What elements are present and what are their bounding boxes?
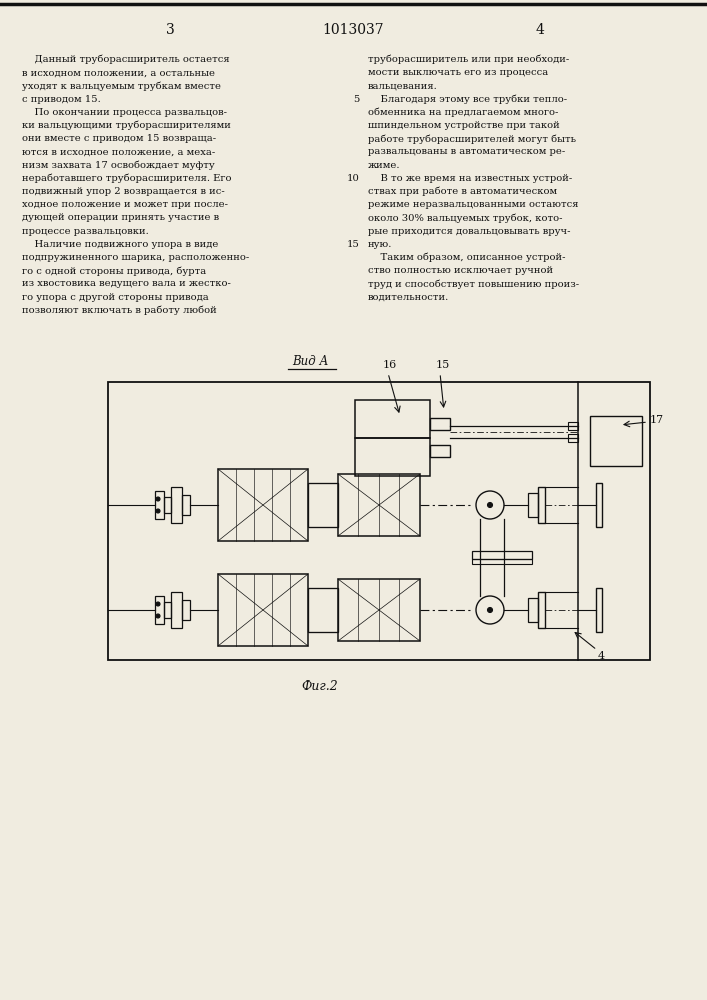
Bar [355, 400, 430, 438]
Bar [308, 588, 338, 632]
Text: го с одной стороны привода, бурта: го с одной стороны привода, бурта [22, 266, 206, 276]
Text: Благодаря этому все трубки тепло-: Благодаря этому все трубки тепло- [368, 95, 567, 104]
Text: Вид А: Вид А [292, 355, 328, 368]
Text: рые приходится довальцовывать вруч-: рые приходится довальцовывать вруч- [368, 227, 571, 236]
Text: позволяют включать в работу любой: позволяют включать в работу любой [22, 306, 217, 315]
Bar [568, 434, 578, 442]
Text: обменника на предлагаемом много-: обменника на предлагаемом много- [368, 108, 559, 117]
Text: 4: 4 [536, 23, 544, 37]
Text: около 30% вальцуемых трубок, кото-: около 30% вальцуемых трубок, кото- [368, 213, 563, 223]
Bar [171, 592, 182, 628]
Text: 15: 15 [436, 360, 450, 370]
Text: жиме.: жиме. [368, 161, 400, 170]
Bar [164, 497, 171, 513]
Text: По окончании процесса развальцов-: По окончании процесса развальцов- [22, 108, 227, 117]
Text: они вместе с приводом 15 возвраща-: они вместе с приводом 15 возвраща- [22, 134, 216, 143]
Bar [218, 469, 308, 541]
Bar [171, 487, 182, 523]
Bar [568, 422, 578, 430]
Bar [538, 592, 545, 628]
Text: ки вальцующими труборасширителями: ки вальцующими труборасширителями [22, 121, 231, 130]
Text: работе труборасширителей могут быть: работе труборасширителей могут быть [368, 134, 576, 144]
Bar [596, 588, 602, 632]
Text: ную.: ную. [368, 240, 392, 249]
Text: водительности.: водительности. [368, 293, 449, 302]
Bar [590, 416, 642, 466]
Text: труборасширитель или при необходи-: труборасширитель или при необходи- [368, 55, 569, 64]
Text: 4: 4 [598, 651, 605, 661]
Text: подпружиненного шарика, расположенно-: подпружиненного шарика, расположенно- [22, 253, 250, 262]
Text: ствах при работе в автоматическом: ствах при работе в автоматическом [368, 187, 557, 196]
Text: вальцевания.: вальцевания. [368, 81, 438, 90]
Text: 15: 15 [347, 240, 360, 249]
Bar [355, 438, 430, 476]
Circle shape [156, 509, 160, 513]
Text: уходят к вальцуемым трубкам вместе: уходят к вальцуемым трубкам вместе [22, 81, 221, 91]
Text: шпиндельном устройстве при такой: шпиндельном устройстве при такой [368, 121, 560, 130]
Text: 1013037: 1013037 [322, 23, 384, 37]
Bar [430, 445, 450, 457]
Text: 10: 10 [347, 174, 360, 183]
Bar [164, 602, 171, 618]
Text: с приводом 15.: с приводом 15. [22, 95, 101, 104]
Text: ство полностью исключает ручной: ство полностью исключает ручной [368, 266, 553, 275]
Text: В то же время на известных устрой-: В то же время на известных устрой- [368, 174, 572, 183]
Circle shape [488, 502, 493, 508]
Text: неработавшего труборасширителя. Его: неработавшего труборасширителя. Его [22, 174, 231, 183]
Text: из хвостовика ведущего вала и жестко-: из хвостовика ведущего вала и жестко- [22, 279, 231, 288]
Text: 16: 16 [383, 360, 397, 370]
Circle shape [156, 497, 160, 501]
Bar [528, 598, 538, 622]
Bar [338, 579, 420, 641]
Bar [218, 574, 308, 646]
Bar [308, 483, 338, 527]
Text: процессе развальцовки.: процессе развальцовки. [22, 227, 148, 236]
Text: 5: 5 [354, 95, 360, 104]
Text: труд и способствует повышению произ-: труд и способствует повышению произ- [368, 279, 579, 289]
Text: Фиг.2: Фиг.2 [302, 680, 339, 693]
Bar [155, 596, 164, 624]
Bar [596, 483, 602, 527]
Text: мости выключать его из процесса: мости выключать его из процесса [368, 68, 548, 77]
Bar [538, 487, 545, 523]
Text: 17: 17 [650, 415, 664, 425]
Bar [108, 382, 650, 660]
Circle shape [156, 602, 160, 606]
Text: ходное положение и может при после-: ходное положение и может при после- [22, 200, 228, 209]
Text: 3: 3 [165, 23, 175, 37]
Text: Таким образом, описанное устрой-: Таким образом, описанное устрой- [368, 253, 566, 262]
Text: ются в исходное положение, а меха-: ются в исходное положение, а меха- [22, 147, 215, 156]
Circle shape [156, 614, 160, 618]
Bar [338, 474, 420, 536]
Circle shape [488, 607, 493, 612]
Text: развальцованы в автоматическом ре-: развальцованы в автоматическом ре- [368, 147, 566, 156]
Bar [182, 600, 190, 620]
Bar [472, 559, 532, 564]
Text: дующей операции принять участие в: дующей операции принять участие в [22, 213, 219, 222]
Bar [472, 551, 532, 559]
Bar [430, 418, 450, 430]
Text: подвижный упор 2 возвращается в ис-: подвижный упор 2 возвращается в ис- [22, 187, 225, 196]
Text: режиме неразвальцованными остаются: режиме неразвальцованными остаются [368, 200, 578, 209]
Text: Наличие подвижного упора в виде: Наличие подвижного упора в виде [22, 240, 218, 249]
Text: низм захвата 17 освобождает муфту: низм захвата 17 освобождает муфту [22, 161, 215, 170]
Bar [182, 495, 190, 515]
Bar [528, 493, 538, 517]
Text: го упора с другой стороны привода: го упора с другой стороны привода [22, 293, 209, 302]
Text: в исходном положении, а остальные: в исходном положении, а остальные [22, 68, 215, 77]
Text: Данный труборасширитель остается: Данный труборасширитель остается [22, 55, 230, 64]
Bar [155, 491, 164, 519]
